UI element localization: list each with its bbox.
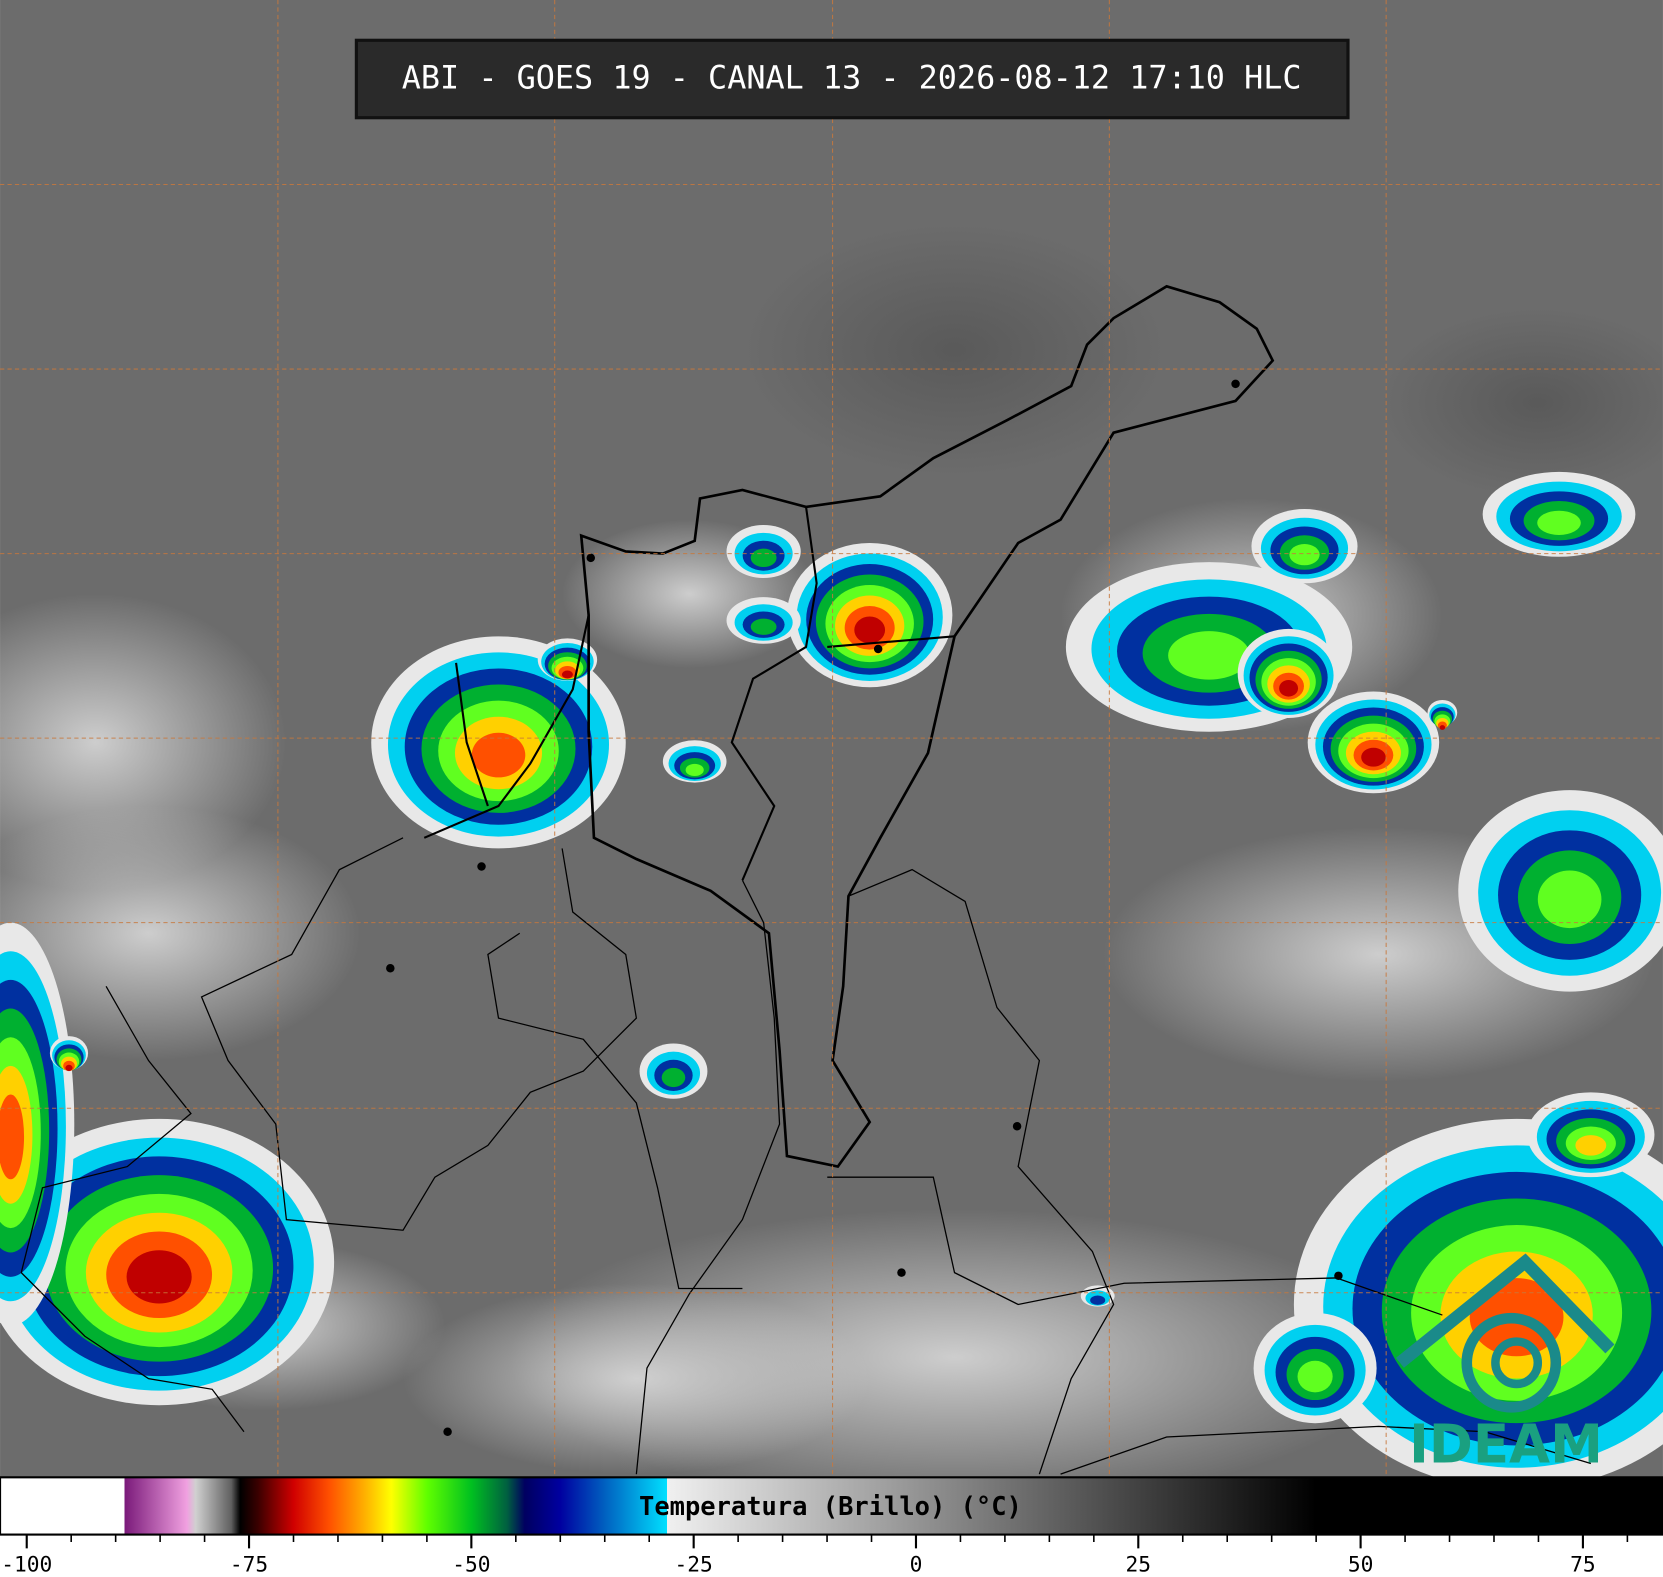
city-dot: [443, 1427, 452, 1436]
logo-roof: [1395, 1253, 1615, 1368]
cloud-level: [1297, 1360, 1333, 1393]
cloud-level: [1537, 870, 1602, 929]
colorbar: [0, 1476, 1663, 1536]
logo: IDEAM: [1395, 1253, 1615, 1475]
borders: [20, 284, 1592, 1475]
cloud-haze: [403, 1283, 870, 1475]
cloud-level: [1090, 1295, 1106, 1305]
colorbar-label: Temperatura (Brillo) (°C): [639, 1492, 1022, 1522]
cloud-haze: [1378, 307, 1663, 499]
cloud-level: [561, 670, 573, 679]
colorbar-ticks: -100 -75 -50 -25 0 25 50 75: [1, 1534, 1629, 1577]
cloud-haze: [742, 222, 1167, 478]
cloud-level: [1289, 544, 1320, 566]
municipal-border: [20, 837, 1592, 1475]
cloud-level: [1168, 631, 1250, 680]
logo-text: IDEAM: [1409, 1413, 1603, 1475]
logo-swirl: [1461, 1312, 1562, 1413]
city-dot: [1231, 379, 1240, 389]
cloud-level: [661, 1067, 686, 1088]
city-dot: [477, 862, 486, 871]
coastline: [579, 284, 1275, 1169]
city-dot: [586, 553, 596, 563]
logo-swirl: [1491, 1337, 1543, 1389]
title-background: [354, 38, 1350, 120]
tick-label: -50: [452, 1552, 490, 1577]
cloud-level: [854, 616, 886, 644]
tick-label: -25: [675, 1552, 713, 1577]
tick-label: 0: [910, 1552, 923, 1577]
clouds: [0, 471, 1663, 1490]
cloud-level: [750, 618, 777, 635]
department-border: [423, 506, 955, 881]
city-dot: [1334, 1271, 1343, 1281]
cloud-level: [1575, 1135, 1607, 1156]
tick-label: 25: [1126, 1552, 1152, 1577]
cloud-level: [65, 1064, 73, 1072]
cloud-level: [1279, 679, 1299, 697]
title: ABI - GOES 19 - CANAL 13 - 2026-08-12 17…: [402, 59, 1302, 97]
cloud-level: [685, 763, 704, 777]
tick-label: 75: [1570, 1552, 1596, 1577]
cloud-level: [1361, 747, 1386, 767]
title-box: ABI - GOES 19 - CANAL 13 - 2026-08-12 17…: [354, 38, 1350, 120]
city-dots: [386, 379, 1343, 1436]
cloud-level: [1439, 725, 1446, 730]
cloud-level: [1537, 510, 1581, 535]
cloud-level: [750, 548, 777, 568]
tick-label: -100: [1, 1552, 52, 1577]
city-dot: [1012, 1122, 1022, 1131]
graticule: [0, 0, 1663, 1478]
cloud-level: [126, 1250, 192, 1304]
city-dot: [873, 644, 883, 654]
tick-label: 50: [1348, 1552, 1374, 1577]
cloud-haze: [0, 806, 361, 1061]
cloud-level: [471, 732, 526, 778]
city-dot: [897, 1268, 906, 1277]
cloud-level: [0, 1094, 25, 1180]
tick-label: -75: [230, 1552, 268, 1577]
city-dot: [386, 964, 395, 973]
